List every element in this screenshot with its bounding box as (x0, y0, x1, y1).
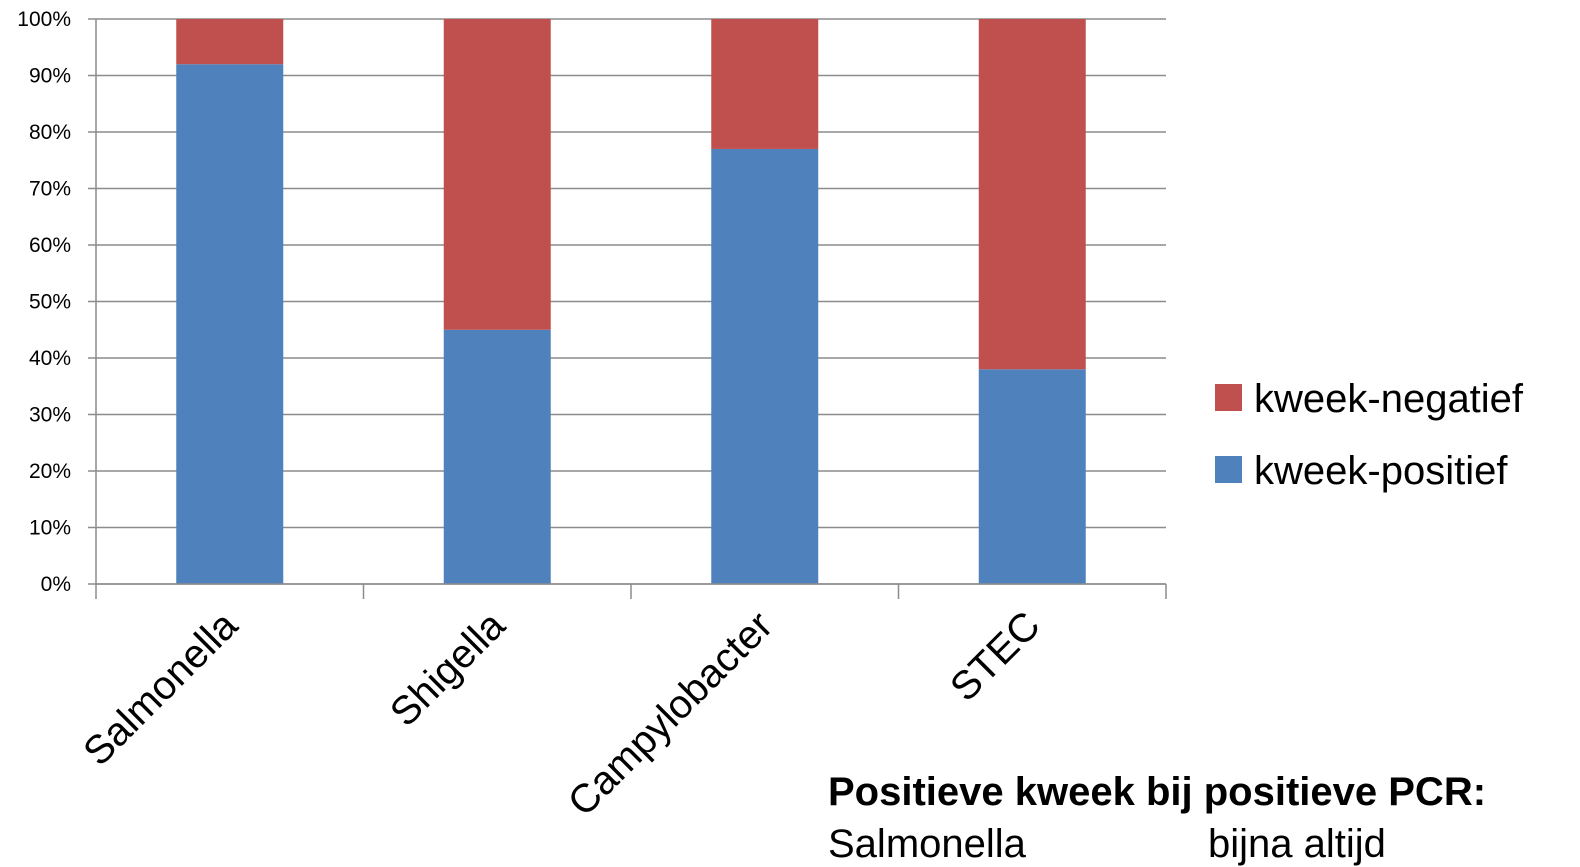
x-tick-label-stec: STEC (942, 603, 1049, 710)
note-line-salmonella: Salmonella bijna altijd (828, 822, 1386, 867)
x-tick-label-shigella: Shigella (382, 603, 514, 735)
y-tick-label: 40% (29, 347, 71, 370)
bar-kweek-negatief-salmonella (176, 19, 284, 65)
bar-kweek-positief-campylobacter (711, 148, 819, 584)
y-tick-label: 80% (29, 121, 71, 144)
legend-label-kweek-positief: kweek-positief (1254, 449, 1508, 493)
legend-swatch-kweek-negatief (1215, 384, 1242, 411)
x-tick-label-salmonella: Salmonella (75, 603, 247, 775)
note-line-value: bijna altijd (1208, 822, 1386, 866)
y-tick-label: 90% (29, 65, 71, 88)
legend: kweek-negatief kweek-positief (1215, 377, 1524, 493)
bar-kweek-positief-shigella (443, 329, 551, 584)
bar-kweek-positief-stec (978, 369, 1086, 584)
x-tick-label-campylobacter: Campylobacter (560, 603, 781, 824)
bar-kweek-negatief-campylobacter (711, 19, 819, 149)
bar-kweek-negatief-shigella (443, 19, 551, 330)
y-tick-label: 10% (29, 517, 71, 540)
y-tick-label: 30% (29, 404, 71, 427)
y-tick-label: 0% (41, 573, 71, 596)
note-line-label: Salmonella (828, 822, 1026, 866)
bars (176, 19, 1086, 584)
y-tick-label: 20% (29, 460, 71, 483)
y-tick-label: 100% (17, 8, 71, 31)
bar-kweek-positief-salmonella (176, 64, 284, 584)
axes (95, 19, 1167, 599)
bar-kweek-negatief-stec (978, 19, 1086, 370)
y-tick-label: 70% (29, 178, 71, 201)
legend-label-kweek-negatief: kweek-negatief (1254, 377, 1524, 421)
legend-swatch-kweek-positief (1215, 456, 1242, 483)
y-tick-label: 50% (29, 291, 71, 314)
y-axis-ticks: 0% 10% 20% 30% 40% 50% 60% 70% 80% 90% 100% (17, 8, 96, 596)
y-tick-label: 60% (29, 234, 71, 257)
note-heading: Positieve kweek bij positieve PCR: (828, 770, 1487, 814)
